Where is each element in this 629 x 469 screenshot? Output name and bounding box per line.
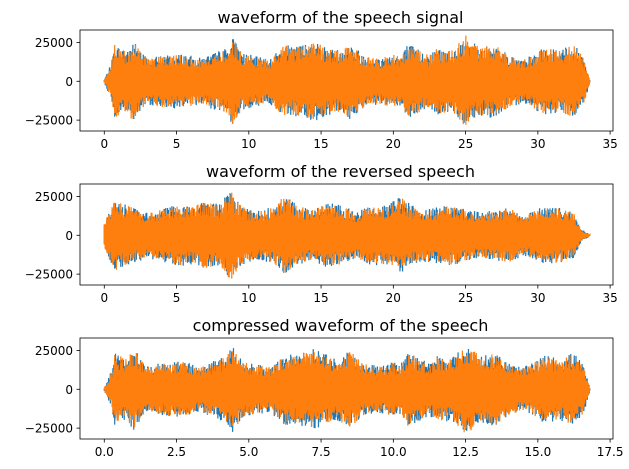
y-tick-label: −25000: [25, 268, 73, 282]
waveform-series-2: [103, 350, 591, 433]
waveform-series-2: [103, 192, 591, 279]
x-axis: 0 5 10 15 20 25 30 35: [100, 131, 618, 151]
y-tick-label: 25000: [35, 190, 73, 204]
x-tick-label: 25: [458, 291, 473, 305]
y-tick-label: 25000: [35, 344, 73, 358]
axes-frame: [79, 29, 614, 132]
x-tick-label: 35: [602, 137, 617, 151]
x-tick-label: 10: [241, 137, 256, 151]
y-axis: −25000 0 25000: [25, 190, 80, 282]
x-tick-label: 20: [386, 291, 401, 305]
x-tick-label: 10.0: [380, 445, 407, 459]
y-tick-label: −25000: [25, 422, 73, 436]
x-tick-label: 0: [100, 137, 108, 151]
x-tick-label: 30: [530, 137, 545, 151]
subplot-compressed-speech: compressed waveform of the speech 0.0 2.5…: [25, 316, 624, 459]
subplot-speech-signal: waveform of the speech signal 0 5 10 15 20 25…: [25, 8, 618, 151]
axes-frame: [79, 337, 614, 440]
x-tick-label: 15: [313, 291, 328, 305]
y-axis: −25000 0 25000: [25, 344, 80, 436]
x-tick-label: 2.5: [167, 445, 186, 459]
y-tick-label: 0: [65, 75, 73, 89]
x-tick-label: 7.5: [312, 445, 331, 459]
x-tick-label: 25: [458, 137, 473, 151]
y-tick-label: −25000: [25, 114, 73, 128]
y-tick-label: 0: [65, 229, 73, 243]
axes-frame: [79, 183, 614, 286]
chart-title: waveform of the speech signal: [218, 8, 464, 27]
plot-area: [103, 348, 591, 433]
x-tick-label: 5: [173, 137, 181, 151]
y-tick-label: 0: [65, 383, 73, 397]
x-tick-label: 0.0: [95, 445, 114, 459]
plot-area: [103, 192, 591, 279]
chart-title: waveform of the reversed speech: [206, 162, 475, 181]
x-tick-label: 15.0: [524, 445, 551, 459]
x-tick-label: 5.0: [239, 445, 258, 459]
subplot-reversed-speech: waveform of the reversed speech 0 5 10 15 20…: [25, 162, 618, 305]
x-axis: 0 5 10 15 20 25 30 35: [100, 285, 618, 305]
x-tick-label: 12.5: [452, 445, 479, 459]
x-axis: 0.0 2.5 5.0 7.5 10.0 12.5 15.0 17.5: [95, 439, 624, 459]
x-tick-label: 5: [173, 291, 181, 305]
x-tick-label: 20: [386, 137, 401, 151]
chart-title: compressed waveform of the speech: [193, 316, 489, 335]
x-tick-label: 10: [241, 291, 256, 305]
plot-area: [103, 35, 591, 125]
y-axis: −25000 0 25000: [25, 36, 80, 128]
x-tick-label: 15: [313, 137, 328, 151]
y-tick-label: 25000: [35, 36, 73, 50]
x-tick-label: 30: [530, 291, 545, 305]
x-tick-label: 17.5: [597, 445, 624, 459]
waveform-series-2: [103, 35, 591, 125]
x-tick-label: 35: [602, 291, 617, 305]
x-tick-label: 0: [100, 291, 108, 305]
